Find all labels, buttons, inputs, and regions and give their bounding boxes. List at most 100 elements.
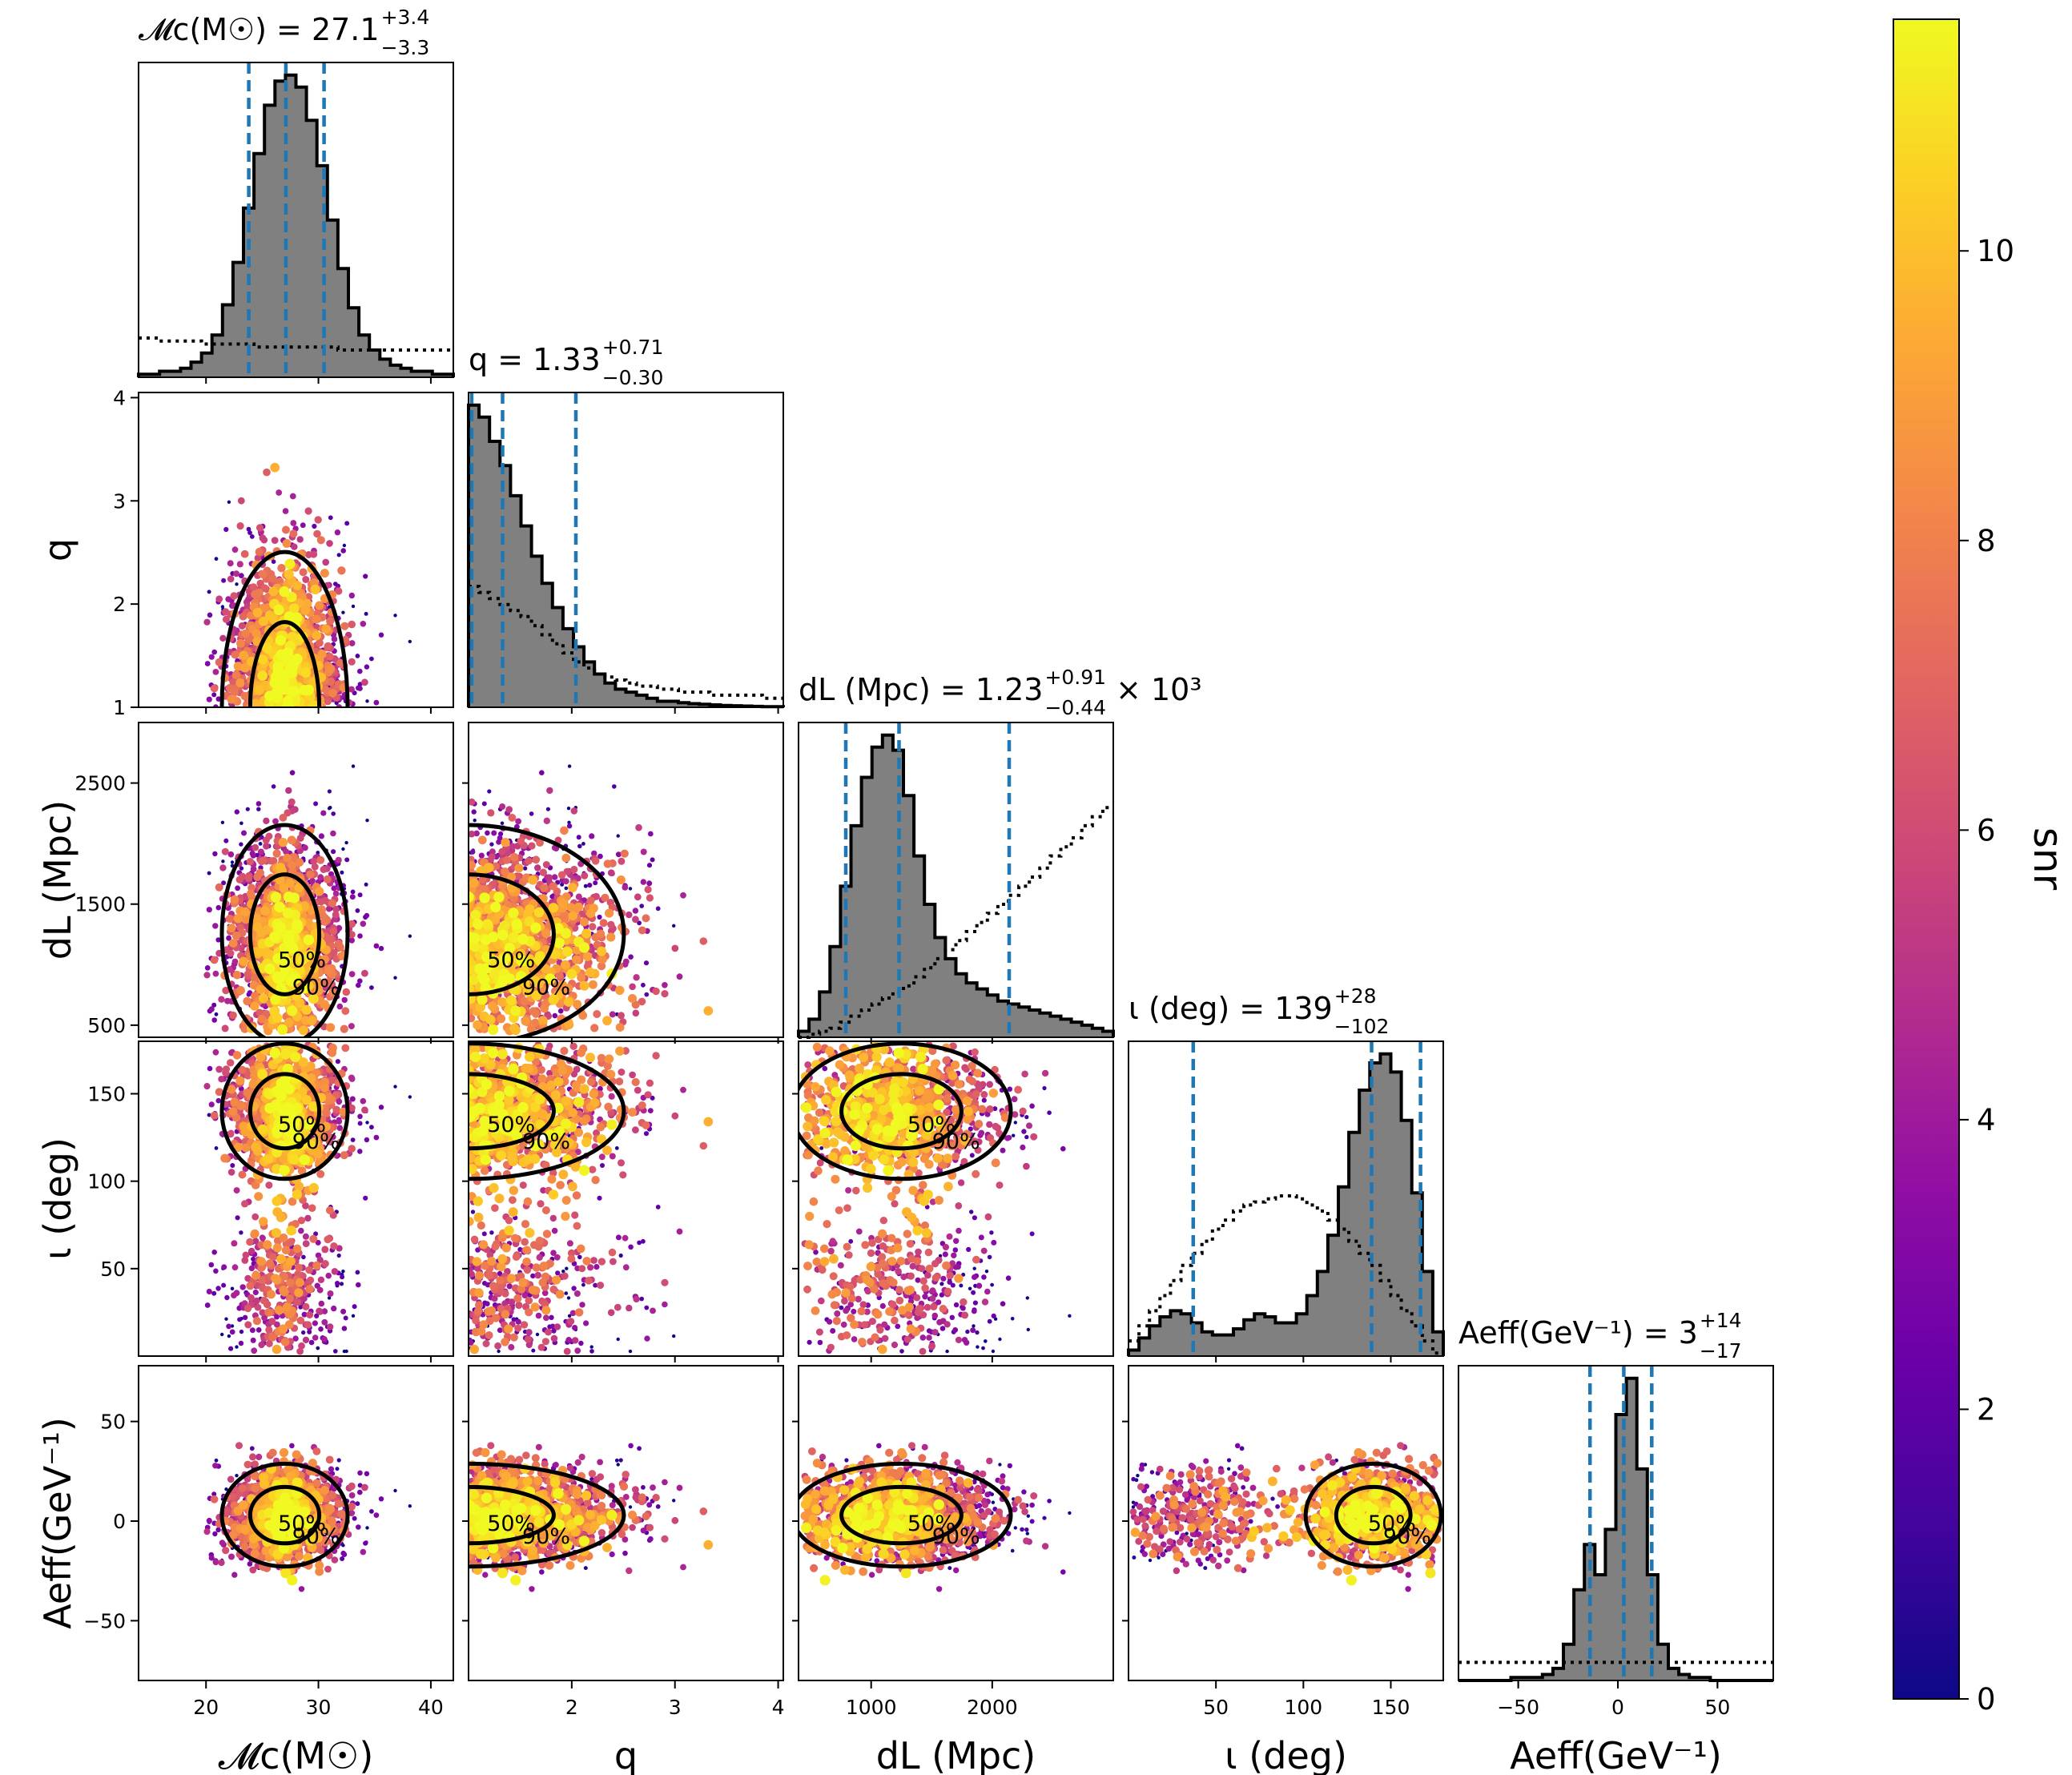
scatter-point (285, 787, 292, 795)
scatter-point (340, 1308, 347, 1314)
scatter-point (642, 914, 650, 923)
scatter-point (215, 1088, 223, 1097)
scatter-point (310, 584, 320, 595)
scatter-point (220, 1332, 224, 1337)
scatter-point (509, 852, 519, 862)
scatter-point (316, 1307, 323, 1315)
scatter-point (289, 852, 298, 862)
scatter-point (238, 622, 246, 630)
scatter-point (531, 990, 542, 1001)
scatter-point (221, 1024, 229, 1032)
scatter-point (482, 919, 493, 930)
scatter-point (344, 840, 348, 845)
scatter-point (487, 932, 499, 943)
scatter-point (532, 855, 541, 864)
scatter-point (258, 616, 269, 626)
scatter-point (525, 857, 533, 865)
scatter-point (223, 526, 229, 533)
scatter-point (393, 614, 397, 618)
scatter-point (618, 1012, 625, 1020)
scatter-point (506, 995, 517, 1006)
scatter-point (331, 849, 336, 855)
scatter-point (643, 960, 650, 966)
scatter-point (363, 574, 368, 579)
scatter-point (246, 858, 255, 866)
scatter-point (487, 789, 492, 794)
scatter-point (671, 944, 679, 952)
scatter-point (254, 1303, 262, 1311)
scatter-point (360, 920, 367, 928)
scatter-point (279, 814, 288, 822)
scatter-point (231, 670, 241, 679)
scatter-point (646, 863, 653, 868)
scatter-point (264, 610, 275, 621)
scatter-point (622, 958, 630, 965)
scatter-point (299, 685, 310, 696)
scatter-point (275, 922, 287, 933)
scatter-point (231, 931, 241, 940)
scatter-point (545, 807, 551, 811)
scatter-point (489, 842, 494, 847)
scatter-point (276, 489, 283, 496)
scatter-point (585, 967, 595, 977)
scatter-point (325, 1206, 334, 1214)
scatter-point (509, 1023, 520, 1033)
scatter-point (301, 1330, 306, 1335)
scatter-point (526, 1024, 536, 1034)
scatter-point (361, 678, 368, 686)
scatter-point (215, 883, 223, 892)
scatter-point (314, 1313, 320, 1318)
scatter-point (638, 926, 646, 935)
scatter-point (335, 587, 343, 595)
scatter-point (272, 818, 279, 825)
scatter-point (500, 953, 511, 964)
scatter-point (224, 1294, 230, 1301)
scatter-point (316, 1256, 324, 1264)
scatter-point (249, 1327, 255, 1334)
panel-frame (468, 722, 784, 1038)
scatter-point (321, 1246, 329, 1254)
scatter-points (203, 462, 412, 707)
scatter-point (269, 932, 280, 943)
scatter-point (561, 960, 570, 970)
scatter-point (478, 975, 490, 986)
scatter-point (497, 976, 509, 987)
scatter-point (593, 940, 601, 949)
scatter-point (350, 889, 356, 895)
scatter-point (331, 636, 338, 642)
scatter-point (211, 1250, 218, 1255)
scatter-point (219, 864, 227, 871)
scatter-point (593, 892, 600, 900)
scatter-point (313, 1231, 319, 1237)
scatter-point (252, 637, 262, 646)
scatter-point (204, 1302, 211, 1308)
scatter-point (485, 830, 490, 836)
scatter-point (479, 892, 490, 904)
scatter-point (501, 867, 509, 876)
scatter-point (256, 807, 261, 811)
scatter-point (226, 935, 231, 941)
scatter-point (325, 1272, 332, 1279)
scatter-point (239, 821, 243, 826)
scatter-point (239, 1230, 243, 1235)
scatter-point (364, 1137, 370, 1143)
scatter-point (317, 1276, 325, 1284)
scatter-point (553, 937, 565, 948)
scatter-point (251, 1256, 256, 1262)
scatter-point (566, 968, 577, 980)
scatter-point (609, 1011, 616, 1018)
scatter-point (237, 497, 245, 505)
scatter-point (226, 966, 234, 973)
scatter-point (203, 618, 211, 626)
scatter-point (243, 602, 251, 610)
scatter-point (233, 662, 243, 671)
scatter-point (566, 903, 576, 912)
scatter-point (240, 691, 249, 701)
scatter-point (248, 1247, 255, 1255)
scatter-point (215, 904, 222, 911)
scatter-point (364, 912, 370, 919)
scatter-point (231, 958, 239, 965)
scatter-point (332, 905, 340, 913)
scatter-point (206, 1288, 212, 1295)
scatter-point (308, 1339, 315, 1346)
